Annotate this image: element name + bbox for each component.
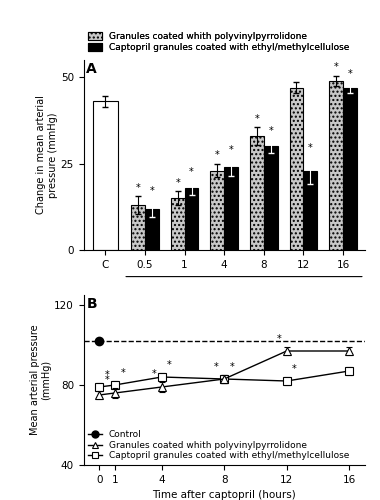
Bar	[145, 208, 159, 250]
Text: *: *	[136, 183, 141, 193]
Text: *: *	[348, 69, 352, 79]
Bar	[329, 80, 343, 250]
Y-axis label: Change in mean arterial
pressure (mmHg): Change in mean arterial pressure (mmHg)	[36, 96, 58, 214]
Text: *: *	[255, 114, 259, 124]
Text: *: *	[268, 126, 273, 136]
Text: *: *	[105, 370, 109, 380]
X-axis label: Time after captopril (hours): Time after captopril (hours)	[152, 490, 296, 500]
Text: *: *	[105, 375, 109, 385]
Text: *: *	[277, 334, 281, 344]
Text: *: *	[214, 362, 219, 372]
Y-axis label: Mean arterial pressure
(mmHg): Mean arterial pressure (mmHg)	[30, 324, 51, 436]
Legend: Control, Granules coated whith polyvinylpyrrolidone, Captopril granules coated w: Control, Granules coated whith polyvinyl…	[88, 430, 349, 460]
Text: *: *	[229, 145, 233, 155]
Text: *: *	[150, 186, 154, 196]
Bar	[93, 102, 118, 250]
Bar	[290, 88, 303, 250]
Bar	[131, 205, 145, 250]
Text: *: *	[189, 168, 194, 177]
Bar	[224, 167, 238, 250]
Text: *: *	[334, 62, 339, 72]
Legend: Granules coated whith polyvinylpyrrolidone, Captopril granules coated with ethyl: Granules coated whith polyvinylpyrrolido…	[88, 32, 349, 52]
Text: *: *	[230, 362, 234, 372]
Text: *: *	[167, 360, 172, 370]
Text: *: *	[120, 368, 125, 378]
Text: B: B	[86, 296, 97, 310]
Bar	[303, 170, 317, 250]
Text: *: *	[152, 369, 156, 379]
Text: A: A	[86, 62, 97, 76]
Bar	[264, 146, 278, 250]
Bar	[250, 136, 264, 250]
Text: *: *	[175, 178, 180, 188]
Text: *: *	[292, 364, 297, 374]
Text: *: *	[308, 144, 313, 154]
Bar	[211, 170, 224, 250]
Bar	[185, 188, 198, 250]
Text: *: *	[215, 150, 220, 160]
Bar	[171, 198, 185, 250]
Bar	[343, 88, 357, 250]
